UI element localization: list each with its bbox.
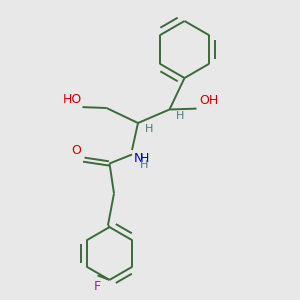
Text: H: H [140,160,148,170]
Text: N: N [134,152,143,164]
Text: H: H [176,111,184,121]
Text: O: O [71,144,81,157]
Text: F: F [94,280,101,293]
Text: H: H [145,124,153,134]
Text: H: H [140,152,149,165]
Text: OH: OH [200,94,219,107]
Text: HO: HO [63,93,82,106]
